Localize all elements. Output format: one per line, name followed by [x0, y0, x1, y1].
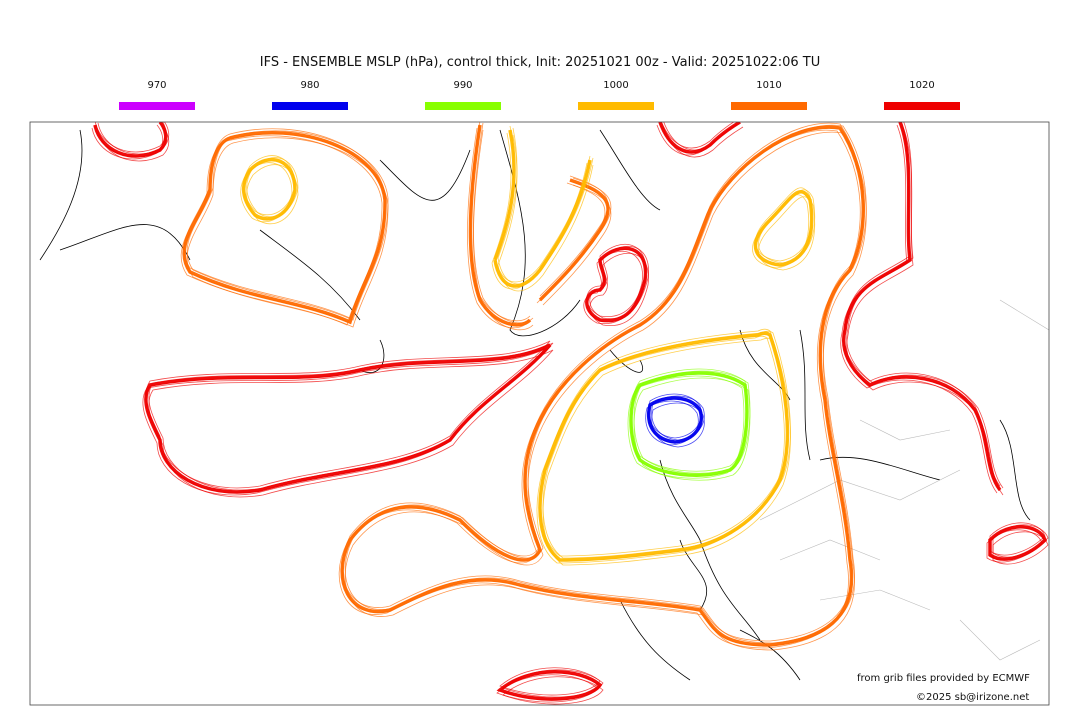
- legend-item-1020: 1020: [883, 80, 961, 110]
- contour-1010: [473, 129, 612, 331]
- contour-1000: [536, 335, 785, 564]
- contour-1010: [182, 130, 387, 325]
- contour-980: [651, 402, 705, 448]
- legend-label: 1010: [756, 80, 782, 91]
- contour-1020: [840, 124, 998, 494]
- contour-1020: [94, 122, 167, 153]
- legend-swatch: [119, 102, 195, 110]
- contour-1020: [663, 122, 741, 151]
- legend-item-990: 990: [424, 80, 502, 110]
- contour-1020: [502, 669, 604, 698]
- contour-1020: [586, 243, 646, 318]
- legend-swatch: [272, 102, 348, 110]
- contour-1010: [183, 128, 386, 319]
- borders: [759, 299, 1049, 661]
- map-title: IFS - ENSEMBLE MSLP (hPa), control thick…: [259, 55, 821, 70]
- legend-item-970: 970: [118, 80, 196, 110]
- legend-item-980: 980: [271, 80, 349, 110]
- contour-1010: [183, 133, 386, 324]
- contour-1010: [344, 131, 867, 651]
- contour-1020: [97, 122, 170, 155]
- legend-label: 990: [453, 80, 473, 91]
- contour-1010: [470, 122, 609, 322]
- contour-1020: [661, 122, 735, 149]
- legend-swatch: [731, 102, 807, 110]
- contour-1020: [148, 342, 554, 491]
- contour-1020: [989, 522, 1046, 556]
- legend-swatch: [578, 102, 654, 110]
- legend-swatch: [425, 102, 501, 110]
- contour-1010: [344, 124, 867, 644]
- contour-980: [645, 400, 699, 446]
- contour-1000: [542, 330, 791, 559]
- contour-1020: [846, 126, 1004, 496]
- contour-1020: [148, 349, 554, 498]
- contour-1020: [589, 252, 649, 327]
- contour-1020: [842, 122, 1002, 492]
- contour-1020: [583, 250, 643, 325]
- legend-swatch: [884, 102, 960, 110]
- source-credit: from grib files provided by ECMWF: [857, 673, 1030, 684]
- contour-1020: [586, 248, 646, 323]
- contour-1010: [467, 127, 606, 329]
- contour-1010: [338, 129, 861, 649]
- contour-1020: [499, 667, 601, 696]
- legend-label: 980: [300, 80, 320, 91]
- contour-1020: [656, 124, 738, 156]
- contour-990: [630, 368, 748, 472]
- legend-item-1010: 1010: [730, 80, 808, 110]
- contour-1000: [539, 328, 788, 557]
- contour-1020: [145, 340, 551, 489]
- contour-1020: [992, 531, 1049, 565]
- legend-label: 1000: [603, 80, 629, 91]
- contour-980: [648, 393, 702, 439]
- contour-1010: [341, 122, 864, 642]
- contour-1000: [497, 134, 594, 292]
- contour-1020: [97, 126, 170, 162]
- contour-1000: [246, 164, 299, 225]
- contour-1020: [986, 529, 1043, 563]
- contour-1020: [992, 524, 1049, 558]
- contour-1000: [755, 187, 813, 262]
- contour-1020: [496, 670, 603, 701]
- contour-980: [651, 395, 705, 441]
- contour-1000: [758, 189, 816, 264]
- contour-1000: [494, 125, 591, 283]
- contour-1020: [662, 126, 744, 158]
- contour-1020: [142, 347, 548, 496]
- legend-item-1000: 1000: [577, 80, 655, 110]
- contour-1000: [497, 127, 594, 285]
- map-frame: [29, 121, 1050, 706]
- contour-990: [627, 375, 745, 479]
- contour-1010: [186, 137, 389, 328]
- contour-1020: [502, 676, 604, 705]
- coastlines: [39, 129, 1031, 681]
- contour-1020: [91, 124, 164, 160]
- contour-990: [633, 377, 751, 481]
- contour-1020: [585, 246, 648, 323]
- contour-1000: [243, 155, 296, 216]
- copyright: ©2025 sb@irizone.net: [916, 692, 1030, 703]
- contour-1020: [496, 674, 598, 703]
- legend-label: 1020: [909, 80, 935, 91]
- contour-990: [633, 370, 751, 474]
- pressure-contours: [91, 122, 1049, 705]
- contour-1000: [542, 337, 791, 566]
- contour-1000: [246, 157, 299, 218]
- contour-1020: [843, 122, 1001, 487]
- contour-1000: [491, 132, 588, 290]
- contour-1000: [758, 196, 816, 271]
- contour-1000: [240, 162, 293, 223]
- legend-label: 970: [147, 80, 167, 91]
